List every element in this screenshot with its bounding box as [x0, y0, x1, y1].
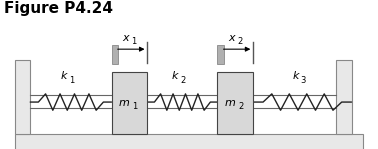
Text: x: x: [228, 33, 235, 43]
Text: Figure P4.24: Figure P4.24: [4, 1, 113, 17]
Bar: [336, 60, 352, 134]
Text: 2: 2: [237, 37, 242, 46]
Text: 1: 1: [131, 37, 136, 46]
Text: 3: 3: [301, 76, 306, 85]
Text: x: x: [122, 33, 129, 43]
Bar: [15, 134, 363, 149]
Bar: [217, 45, 224, 64]
Bar: [112, 72, 147, 134]
Text: k: k: [172, 71, 178, 81]
Text: 2: 2: [238, 102, 243, 111]
Bar: [217, 72, 253, 134]
Text: m: m: [119, 98, 129, 108]
Text: k: k: [60, 71, 67, 81]
Text: 1: 1: [132, 102, 138, 111]
Text: 1: 1: [69, 76, 74, 85]
Text: 2: 2: [181, 76, 186, 85]
Bar: [15, 60, 30, 134]
Text: m: m: [225, 98, 235, 108]
Text: k: k: [292, 71, 299, 81]
Bar: [112, 45, 118, 64]
